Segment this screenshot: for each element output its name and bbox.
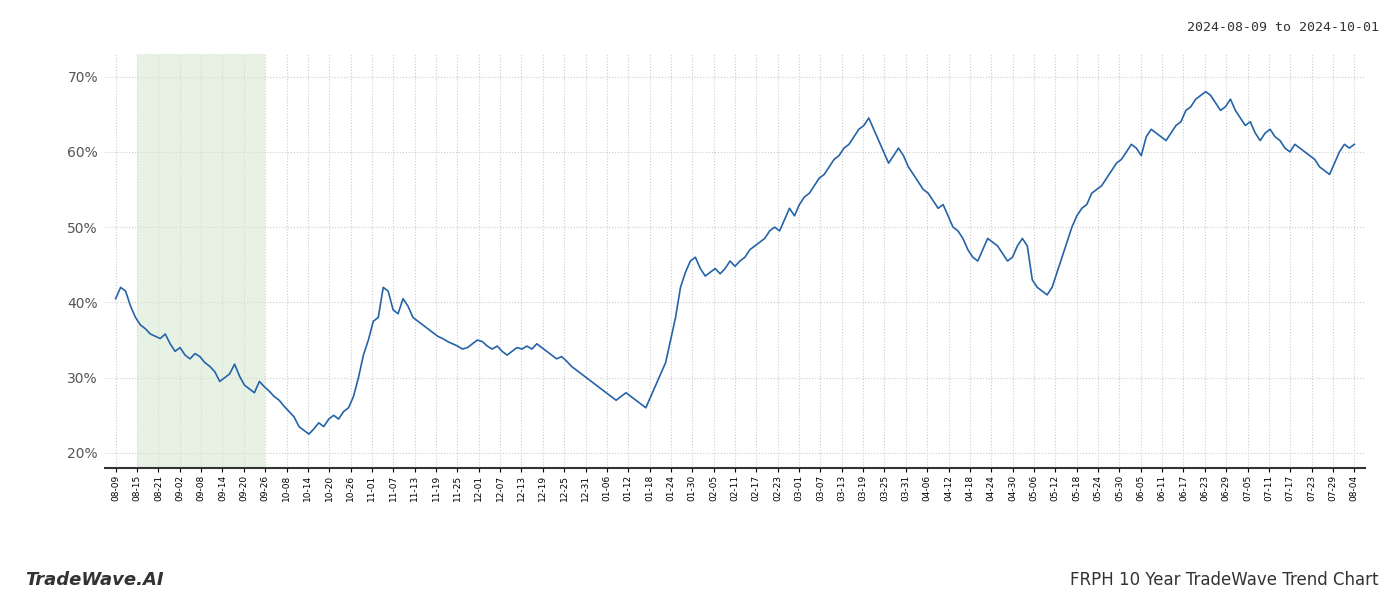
Text: FRPH 10 Year TradeWave Trend Chart: FRPH 10 Year TradeWave Trend Chart (1071, 571, 1379, 589)
Text: 2024-08-09 to 2024-10-01: 2024-08-09 to 2024-10-01 (1187, 21, 1379, 34)
Bar (137, 54, 265, 468)
Text: TradeWave.AI: TradeWave.AI (25, 571, 164, 589)
